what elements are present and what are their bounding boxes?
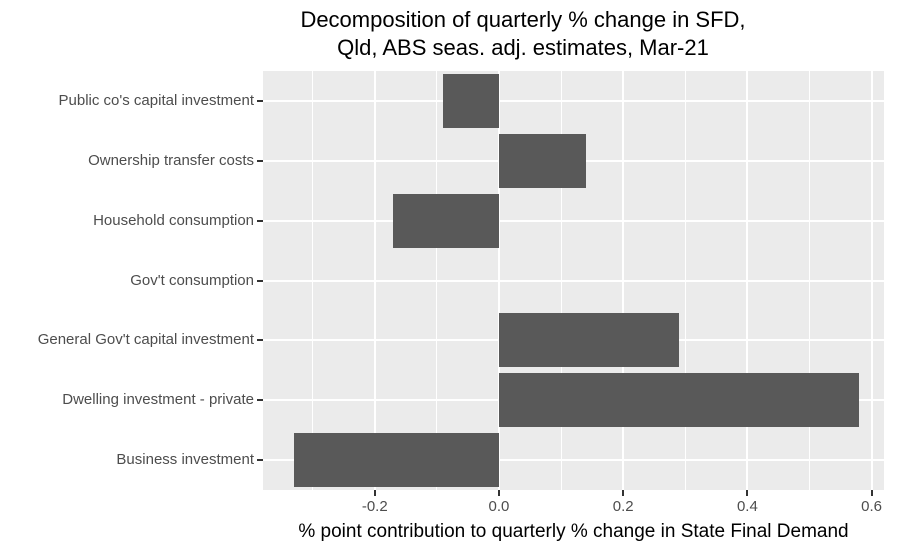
y-axis-tick-mark [257, 99, 263, 102]
x-axis-tick-mark [870, 490, 873, 496]
bar-household-consumption [393, 193, 499, 248]
y-axis-label: Ownership transfer costs [88, 151, 254, 169]
y-axis-tick-mark [257, 159, 263, 162]
y-axis-tick-mark [257, 339, 263, 342]
x-axis-tick-label: 0.0 [488, 498, 510, 515]
chart-title: Decomposition of quarterly % change in S… [148, 6, 898, 62]
x-axis-tick-label: -0.2 [361, 498, 388, 515]
gridline-major-horizontal [263, 459, 884, 462]
y-axis-label: Household consumption [93, 211, 254, 229]
y-axis-label: Business investment [116, 451, 254, 469]
y-axis-tick-mark [257, 279, 263, 282]
gridline-major-horizontal [263, 99, 884, 102]
y-axis-tick-mark [257, 459, 263, 462]
bar-public-co-s-capital-investment [443, 73, 499, 128]
gridline-major-horizontal [263, 279, 884, 282]
bar-business-investment [294, 433, 499, 487]
y-axis-label: Gov't consumption [130, 271, 254, 289]
x-axis-tick-label: 0.2 [612, 498, 634, 515]
bar-general-gov-t-capital-investment [498, 313, 680, 368]
x-axis-tick-mark [746, 490, 749, 496]
y-axis-label: Dwelling investment - private [62, 391, 254, 409]
chart-title-line-1: Decomposition of quarterly % change in S… [300, 7, 746, 32]
x-axis-tick-label: 0.6 [861, 498, 882, 515]
y-axis-tick-mark [257, 219, 263, 222]
y-axis-label: General Gov't capital investment [37, 331, 254, 349]
x-axis-tick-mark [497, 490, 500, 496]
x-axis-tick-mark [373, 490, 376, 496]
y-axis-label: Public co's capital investment [58, 91, 254, 109]
plot-panel [263, 71, 884, 490]
bar-dwelling-investment-private [498, 373, 860, 428]
bar-ownership-transfer-costs [498, 133, 586, 188]
x-axis-tick-mark [622, 490, 625, 496]
chart-title-line-2: Qld, ABS seas. adj. estimates, Mar-21 [337, 35, 709, 60]
gridline-major-horizontal [263, 219, 884, 222]
x-axis-tick-label: 0.4 [736, 498, 758, 515]
y-axis-tick-mark [257, 399, 263, 402]
x-axis-title: % point contribution to quarterly % chan… [298, 521, 849, 542]
